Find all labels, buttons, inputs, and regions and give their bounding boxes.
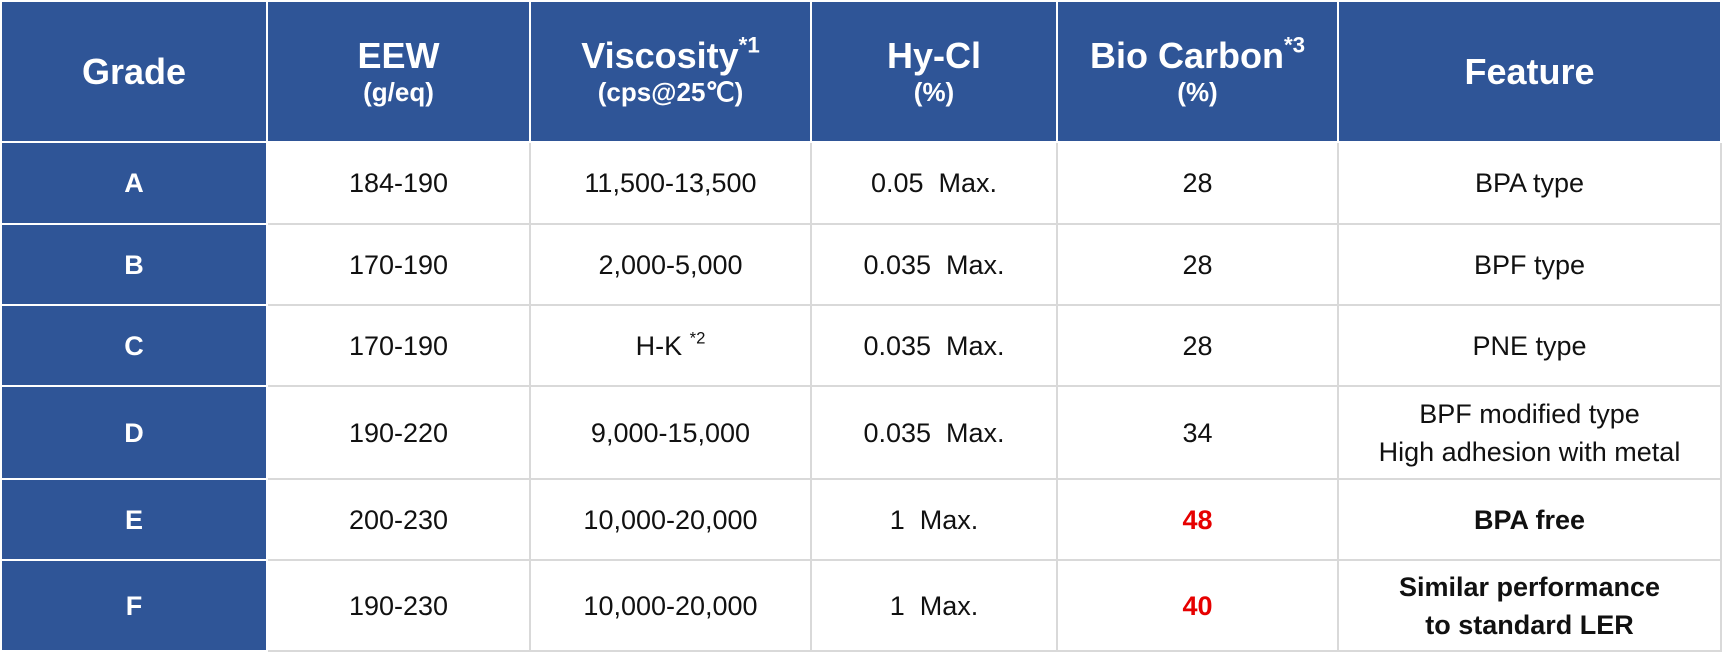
feature-cell: BPA type — [1337, 141, 1722, 225]
viscosity-cell: 10,000-20,000 — [529, 478, 812, 561]
cell-text: 10,000-20,000 — [583, 504, 758, 535]
bio-carbon-cell: 28 — [1056, 141, 1339, 225]
grade-cell: A — [0, 141, 268, 225]
header-unit: (%) — [913, 76, 955, 107]
bio-carbon-cell: 28 — [1056, 223, 1339, 306]
header-text: Grade — [81, 50, 187, 92]
header-title: Viscosity*1 — [531, 33, 810, 76]
cell-text: H-K — [635, 330, 690, 361]
footnote-mark: *2 — [689, 327, 706, 347]
footnote-mark: *3 — [1283, 31, 1306, 57]
header-cell: Hy-Cl (%) — [810, 0, 1058, 143]
feature-line: BPF type — [1473, 249, 1586, 280]
cell: 190-220 — [266, 385, 531, 480]
header-text: Viscosity — [581, 34, 739, 76]
table-row: B 170-190 2,000-5,000 0.035 Max. 28 BPF type — [0, 223, 1722, 306]
cell: 0.035 Max. — [810, 304, 1058, 387]
table-row: D 190-220 9,000-15,000 0.035 Max. 34 BPF modi… — [0, 385, 1722, 480]
header-cell: Feature — [1337, 0, 1722, 143]
feature-line: to standard LER — [1425, 609, 1634, 640]
footnote-mark: *1 — [738, 31, 760, 57]
grade-cell: D — [0, 385, 268, 480]
viscosity-cell: H-K *2 — [529, 304, 812, 387]
cell: 200-230 — [266, 478, 531, 561]
header-title: EEW — [268, 34, 529, 76]
cell-text: 11,500-13,500 — [584, 168, 757, 198]
header-title: Bio Carbon*3 — [1058, 33, 1337, 76]
feature-cell: BPF modified type High adhesion with meta… — [1337, 385, 1722, 480]
cell: 0.05 Max. — [810, 141, 1058, 225]
viscosity-cell: 10,000-20,000 — [529, 559, 812, 652]
header-text: Hy-Cl — [886, 34, 981, 76]
table-row: A 184-190 11,500-13,500 0.05 Max. 28 BPA type — [0, 141, 1722, 225]
viscosity-cell: 2,000-5,000 — [529, 223, 812, 306]
header-unit: (%) — [1177, 76, 1218, 107]
bio-carbon-cell: 28 — [1056, 304, 1339, 387]
feature-cell: PNE type — [1337, 304, 1722, 387]
feature-cell: BPA free — [1337, 478, 1722, 561]
cell: 0.035 Max. — [810, 385, 1058, 480]
cell: 184-190 — [266, 141, 531, 225]
header-cell: EEW (g/eq) — [266, 0, 531, 143]
header-row: Grade EEW (g/eq) Viscosity*1 (cps@25℃) Hy-Cl(… — [0, 0, 1722, 143]
header-unit: (g/eq) — [363, 76, 434, 107]
header-text: EEW — [357, 34, 440, 76]
feature-line: BPA type — [1474, 168, 1585, 198]
grade-cell: B — [0, 223, 268, 306]
grade-cell: C — [0, 304, 268, 387]
cell: 190-230 — [266, 559, 531, 652]
cell: 0.035 Max. — [810, 223, 1058, 306]
cell: 1 Max. — [810, 559, 1058, 652]
table-row: C 170-190 H-K *2 0.035 Max. 28 PNE type — [0, 304, 1722, 387]
feature-cell: Similar performance to standard LER — [1337, 559, 1722, 652]
feature-line: High adhesion with metal — [1378, 436, 1681, 467]
header-text: Bio Carbon — [1089, 34, 1284, 76]
cell-text: 2,000-5,000 — [598, 249, 743, 280]
header-unit: (cps@25℃) — [597, 76, 744, 107]
header-cell: Bio Carbon*3 (%) — [1056, 0, 1339, 143]
feature-cell: BPF type — [1337, 223, 1722, 306]
header-cell: Grade — [0, 0, 268, 143]
feature-line: Similar performance — [1398, 571, 1661, 602]
viscosity-cell: 9,000-15,000 — [529, 385, 812, 480]
header-cell: Viscosity*1 (cps@25℃) — [529, 0, 812, 143]
feature-line: BPA free — [1473, 504, 1586, 535]
bio-carbon-cell: 34 — [1056, 385, 1339, 480]
bio-carbon-cell: 40 — [1056, 559, 1339, 652]
cell: 1 Max. — [810, 478, 1058, 561]
table-body: A 184-190 11,500-13,500 0.05 Max. 28 BPA type… — [0, 141, 1722, 652]
cell-text: 10,000-20,000 — [583, 590, 758, 621]
grade-cell: E — [0, 478, 268, 561]
table-row: E 200-230 10,000-20,000 1 Max. 48 BPA free — [0, 478, 1722, 561]
header-title: Hy-Cl — [812, 34, 1056, 76]
table-row: F 190-230 10,000-20,000 1 Max. 40 Similar per… — [0, 559, 1722, 652]
cell: 170-190 — [266, 223, 531, 306]
viscosity-cell: 11,500-13,500 — [529, 141, 812, 225]
cell: 170-190 — [266, 304, 531, 387]
grade-cell: F — [0, 559, 268, 652]
feature-line: BPF modified type — [1419, 398, 1640, 429]
header-text: Feature — [1464, 50, 1595, 92]
header-title: Feature — [1339, 50, 1720, 92]
bio-carbon-cell: 48 — [1056, 478, 1339, 561]
feature-line: PNE type — [1472, 330, 1587, 361]
cell-text: 9,000-15,000 — [590, 417, 751, 448]
header-title: Grade — [2, 50, 266, 92]
